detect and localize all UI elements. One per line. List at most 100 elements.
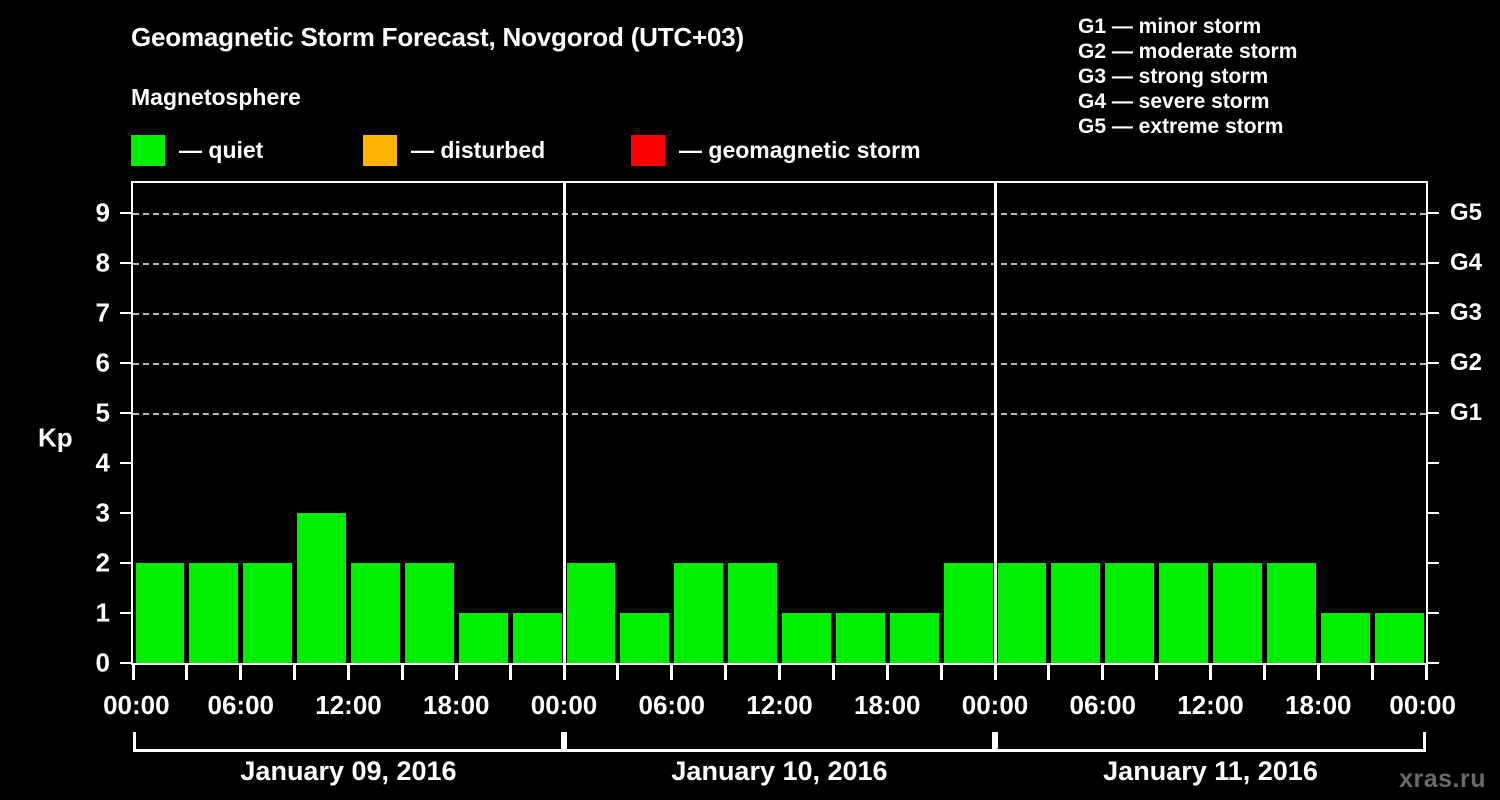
x-tick <box>993 663 997 680</box>
y-tick-8 <box>120 262 131 264</box>
page-title: Geomagnetic Storm Forecast, Novgorod (UT… <box>131 22 744 52</box>
y-axis-label-5: 5 <box>95 397 110 428</box>
x-tick <box>1424 663 1428 680</box>
bar <box>782 613 831 663</box>
x-tick <box>1316 663 1320 680</box>
bar <box>1374 613 1424 663</box>
date-label-1: January 09, 2016 <box>240 756 457 786</box>
gridline-kp-9 <box>133 213 1426 215</box>
y-axis-label-6: 6 <box>95 347 110 378</box>
bar <box>1213 563 1262 663</box>
legend-entry-1: — quiet <box>131 133 263 167</box>
x-axis-label-10: 12:00 <box>1177 690 1244 720</box>
bar <box>135 563 185 663</box>
quiet-swatch <box>131 134 165 166</box>
legend-entry-2: — disturbed <box>363 133 545 167</box>
y-tick-9 <box>120 212 131 214</box>
right-tick-4 <box>1428 462 1439 464</box>
bar <box>351 563 400 663</box>
bar <box>728 563 777 663</box>
x-axis-label-0: 00:00 <box>103 690 170 720</box>
bar <box>889 613 939 663</box>
x-tick <box>1101 663 1105 680</box>
x-tick <box>670 663 674 680</box>
date-bracket <box>133 732 564 752</box>
y-axis-label-8: 8 <box>95 247 110 278</box>
plot-area <box>131 181 1428 665</box>
date-bracket <box>995 732 1426 752</box>
x-axis-label-6: 12:00 <box>746 690 813 720</box>
x-tick <box>1370 663 1374 680</box>
disturbed-swatch <box>363 134 397 166</box>
bar <box>1159 563 1208 663</box>
right-tick-8 <box>1428 262 1439 264</box>
right-tick-3 <box>1428 512 1439 514</box>
x-tick <box>885 663 889 680</box>
bar <box>404 563 454 663</box>
legend-label: — disturbed <box>411 136 546 163</box>
x-tick <box>239 663 243 680</box>
x-tick <box>1209 663 1212 680</box>
right-tick-6 <box>1428 362 1439 364</box>
y-axis-label-0: 0 <box>95 647 110 678</box>
g-legend-row-3: G3 — strong storm <box>1078 65 1269 88</box>
x-tick <box>508 663 512 680</box>
g-axis-label-G3: G3 <box>1450 299 1483 326</box>
g-legend-row-4: G4 — severe storm <box>1078 90 1270 113</box>
g-legend-row-2: G2 — moderate storm <box>1078 40 1298 63</box>
y-axis-label-3: 3 <box>95 497 110 528</box>
x-axis-label-8: 00:00 <box>961 690 1029 720</box>
y-tick-1 <box>120 612 131 614</box>
bar <box>1105 563 1155 663</box>
bar <box>243 563 293 663</box>
gridline-kp-7 <box>133 313 1426 315</box>
x-tick <box>1262 663 1266 680</box>
legend-label: — geomagnetic storm <box>679 136 921 163</box>
x-tick <box>131 663 135 680</box>
chart-subtitle: Magnetosphere <box>131 84 301 110</box>
bar <box>512 613 562 663</box>
bar <box>620 613 670 663</box>
g-axis-label-G1: G1 <box>1450 399 1483 426</box>
y-axis-label-2: 2 <box>95 547 110 578</box>
right-tick-7 <box>1428 312 1439 314</box>
x-axis-label-5: 06:00 <box>638 690 706 720</box>
right-tick-9 <box>1428 212 1439 214</box>
x-tick <box>400 663 404 680</box>
y-axis-label-4: 4 <box>95 447 110 478</box>
bar <box>1051 563 1101 663</box>
x-axis-label-7: 18:00 <box>854 690 921 720</box>
y-axis-label-9: 9 <box>95 197 110 228</box>
x-tick <box>939 663 943 680</box>
day-separator <box>993 183 997 663</box>
x-axis-label-2: 12:00 <box>315 690 382 720</box>
date-label-3: January 11, 2016 <box>1103 756 1318 786</box>
x-axis-label-3: 18:00 <box>423 690 490 720</box>
y-axis-title: Kp <box>38 422 73 453</box>
right-tick-5 <box>1428 412 1439 414</box>
x-tick <box>562 663 566 680</box>
bar <box>566 563 616 663</box>
gridline-kp-5 <box>133 413 1426 415</box>
right-tick-0 <box>1428 662 1439 664</box>
bar <box>943 563 993 663</box>
right-tick-2 <box>1428 562 1439 564</box>
date-bracket <box>564 732 995 752</box>
g-axis-label-G5: G5 <box>1450 199 1483 226</box>
x-tick <box>185 663 189 680</box>
y-axis-label-7: 7 <box>95 297 110 328</box>
gridline-kp-8 <box>133 263 1426 265</box>
x-tick <box>293 663 297 680</box>
y-tick-2 <box>120 562 131 564</box>
x-axis-label-12: 00:00 <box>1389 690 1456 720</box>
x-tick <box>1047 663 1051 680</box>
date-label-2: January 10, 2016 <box>671 756 888 786</box>
g-axis-label-G2: G2 <box>1450 349 1483 376</box>
bar <box>835 613 885 663</box>
x-tick <box>724 663 728 680</box>
x-tick <box>347 663 350 680</box>
storm-swatch <box>631 134 665 166</box>
y-tick-0 <box>120 662 131 664</box>
x-axis-label-4: 00:00 <box>530 690 598 720</box>
